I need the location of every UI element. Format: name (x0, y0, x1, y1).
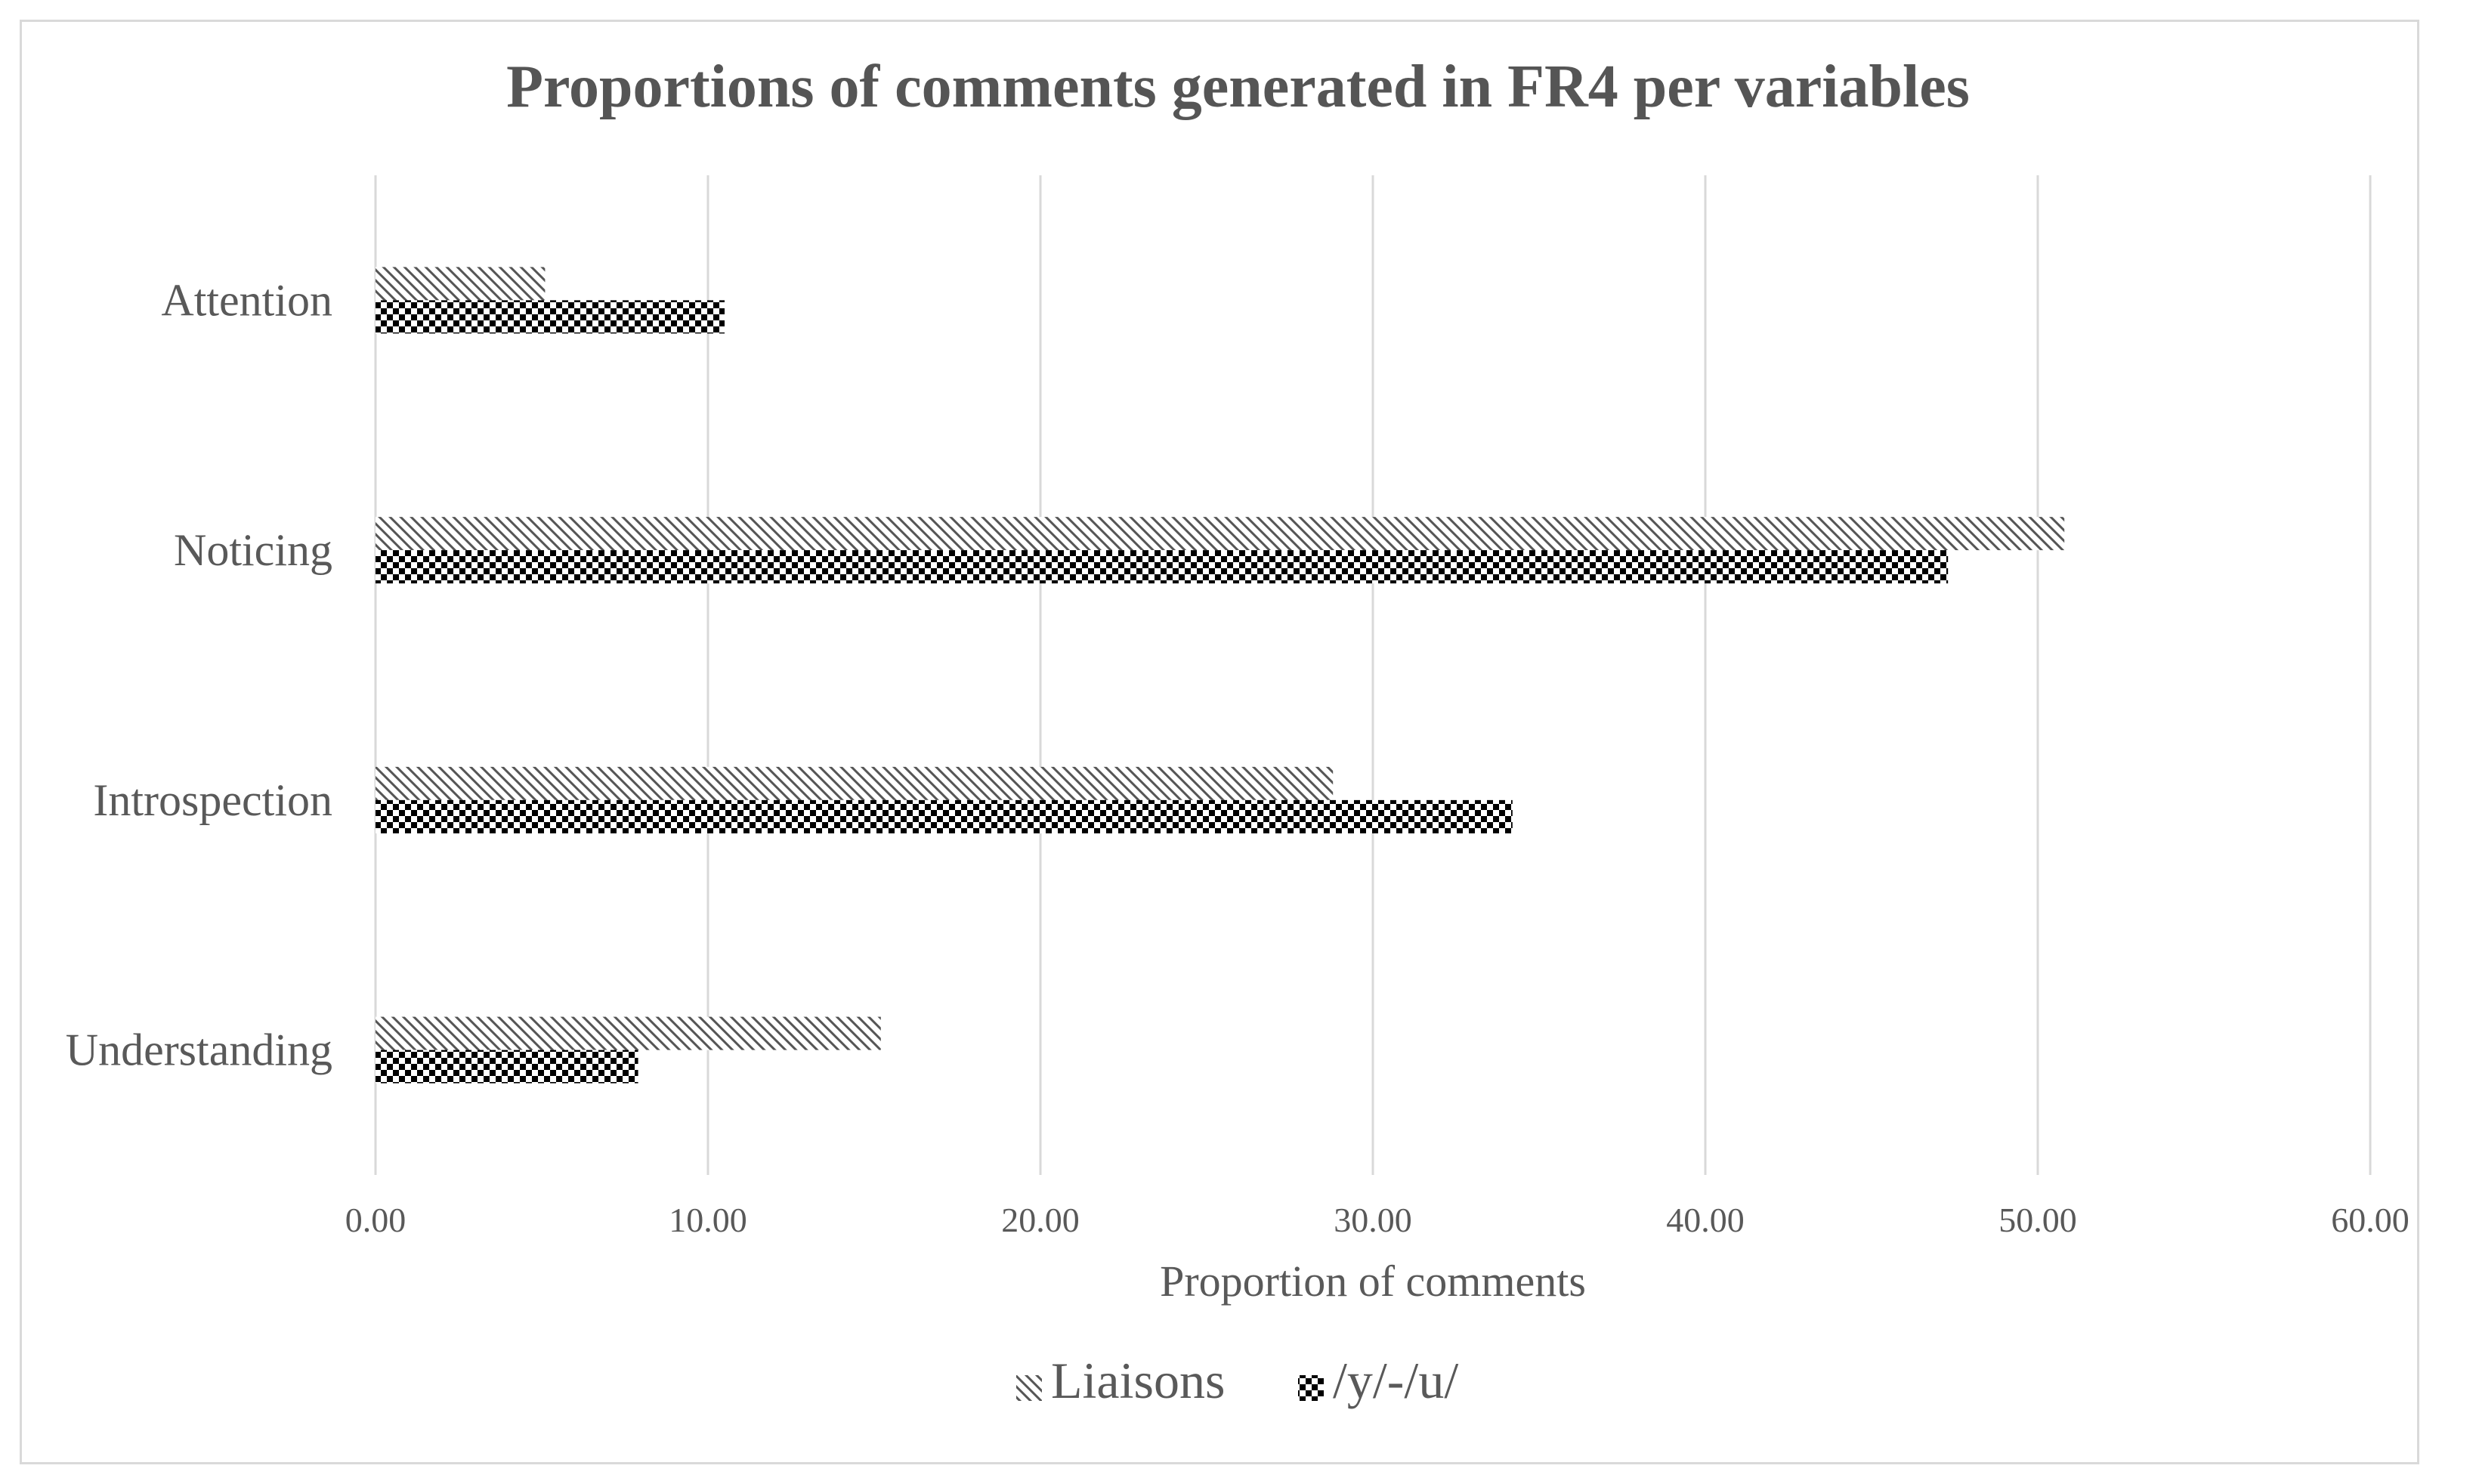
category-label: Attention (161, 275, 332, 325)
x-tick-label: 40.00 (1666, 1201, 1745, 1239)
x-tick-label: 0.00 (345, 1201, 406, 1239)
bar-understanding-series-2 (376, 1050, 638, 1084)
category-label: Introspection (93, 775, 332, 825)
legend-label: Liaisons (1051, 1352, 1225, 1409)
x-tick-label: 60.00 (2331, 1201, 2410, 1239)
category-label: Understanding (66, 1025, 332, 1075)
bar-understanding-series-1 (376, 1016, 881, 1050)
chart-frame (20, 20, 2419, 1464)
bar-attention-series-1 (376, 267, 546, 301)
legend-swatch (1298, 1375, 1324, 1401)
legend-swatch (1016, 1375, 1042, 1401)
x-axis-title: Proportion of comments (1160, 1257, 1586, 1306)
x-tick-label: 10.00 (669, 1201, 747, 1239)
bar-noticing-series-1 (376, 517, 2065, 551)
bar-attention-series-2 (376, 300, 725, 334)
x-tick-label: 20.00 (1001, 1201, 1080, 1239)
chart-title: Proportions of comments generated in FR4… (506, 54, 1970, 120)
x-tick-label: 50.00 (1998, 1201, 2077, 1239)
bar-introspection-series-2 (376, 799, 1513, 833)
bar-noticing-series-2 (376, 550, 1949, 584)
legend-label: /y/-/u/ (1333, 1352, 1458, 1409)
category-label: Noticing (174, 525, 332, 575)
x-tick-label: 30.00 (1334, 1201, 1412, 1239)
bar-introspection-series-1 (376, 766, 1334, 800)
